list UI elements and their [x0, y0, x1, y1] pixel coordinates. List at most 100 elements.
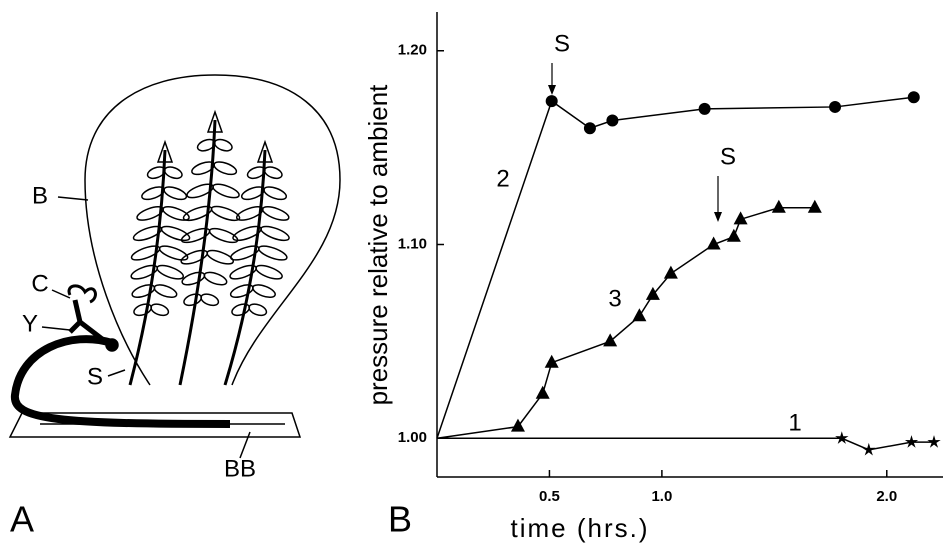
leaflet	[160, 225, 191, 242]
leaflet	[131, 284, 156, 299]
y-tick-label: 1.10	[398, 235, 427, 252]
leaflet	[210, 205, 241, 222]
annotation-arrowhead	[714, 212, 722, 222]
frond-stem	[223, 149, 267, 386]
frond-stem	[178, 119, 217, 386]
marker	[771, 199, 786, 213]
marker	[907, 91, 920, 104]
leaflet	[183, 293, 203, 307]
x-tick-label: 1.0	[651, 488, 672, 505]
leaflet	[213, 161, 238, 176]
leaflet	[158, 245, 189, 261]
leader	[57, 196, 89, 201]
marker	[645, 286, 660, 300]
marker	[862, 442, 876, 456]
marker	[535, 385, 550, 399]
marker	[632, 308, 647, 322]
leaflet	[263, 186, 288, 201]
marker	[927, 435, 941, 448]
x-tick-label: 0.5	[539, 488, 560, 505]
leaflet	[181, 271, 206, 286]
marker	[544, 354, 559, 368]
y-axis-label: pressure relative to ambient	[363, 84, 393, 406]
marker	[545, 95, 558, 108]
leaflet	[229, 264, 257, 280]
leaflet	[263, 166, 283, 180]
marker	[606, 114, 619, 127]
panel-label: B	[388, 499, 412, 540]
frond-stem	[128, 149, 167, 386]
leaflet	[162, 206, 190, 221]
label: B	[32, 182, 48, 209]
marker	[726, 228, 741, 242]
leaflet	[230, 245, 260, 261]
label: C	[31, 270, 48, 297]
leaflet	[182, 205, 213, 222]
label: Y	[22, 310, 38, 337]
label: S	[87, 363, 103, 390]
leaflet	[150, 303, 170, 317]
y-connector	[68, 299, 112, 347]
bag-outline	[84, 74, 341, 386]
leaflet	[231, 303, 251, 317]
series-line	[436, 206, 815, 439]
leaflet	[260, 225, 290, 242]
apparatus-drawing: B C Y S BB A	[8, 74, 341, 540]
frond-tip	[156, 139, 174, 163]
series-label: 2	[496, 165, 509, 192]
x-axis-label: time (hrs.)	[511, 513, 650, 543]
marker	[733, 211, 748, 225]
leaflet	[206, 249, 235, 265]
leader	[239, 431, 251, 459]
annotation: S	[720, 143, 736, 170]
leaflet	[203, 271, 228, 286]
marker	[706, 236, 721, 250]
leaflet	[130, 245, 161, 261]
leader	[107, 369, 126, 377]
leaflet	[200, 293, 220, 307]
marker	[904, 435, 919, 448]
x-tick-label: 2.0	[876, 488, 897, 505]
leaflet	[163, 186, 188, 201]
leader	[51, 289, 71, 299]
leaflet	[252, 284, 276, 299]
marker	[510, 418, 525, 432]
leaflet	[180, 249, 209, 265]
leaflet	[248, 303, 268, 317]
frond-tip	[256, 139, 274, 163]
marker	[835, 431, 849, 444]
annotation-arrowhead	[548, 85, 556, 95]
leaflet	[213, 138, 233, 152]
leaflet	[180, 227, 211, 244]
y-tick-label: 1.00	[398, 429, 427, 446]
marker	[603, 333, 618, 347]
series-line	[437, 437, 935, 451]
marker	[663, 265, 678, 279]
leaflet	[163, 166, 183, 180]
leaflet	[212, 183, 240, 199]
base-board	[8, 412, 302, 438]
tube	[10, 335, 231, 428]
seal	[105, 338, 119, 352]
leader	[41, 326, 71, 331]
y-tick-label: 1.20	[398, 42, 427, 59]
marker	[583, 122, 596, 135]
marker	[698, 102, 711, 115]
leaflet	[255, 264, 283, 280]
series-line	[436, 96, 914, 439]
leaflet	[261, 206, 290, 221]
leaflet	[229, 284, 254, 299]
annotation: S	[554, 30, 570, 57]
leaflet	[153, 284, 178, 299]
marker	[829, 100, 842, 113]
leaflet	[156, 264, 185, 280]
series-label: 3	[608, 285, 621, 312]
leaflet	[133, 303, 153, 317]
frond-tip	[206, 109, 224, 133]
series-label: 1	[788, 409, 801, 436]
marker	[807, 199, 822, 213]
label: BB	[224, 455, 256, 482]
clamp	[67, 284, 97, 304]
panel-label: A	[10, 499, 34, 540]
